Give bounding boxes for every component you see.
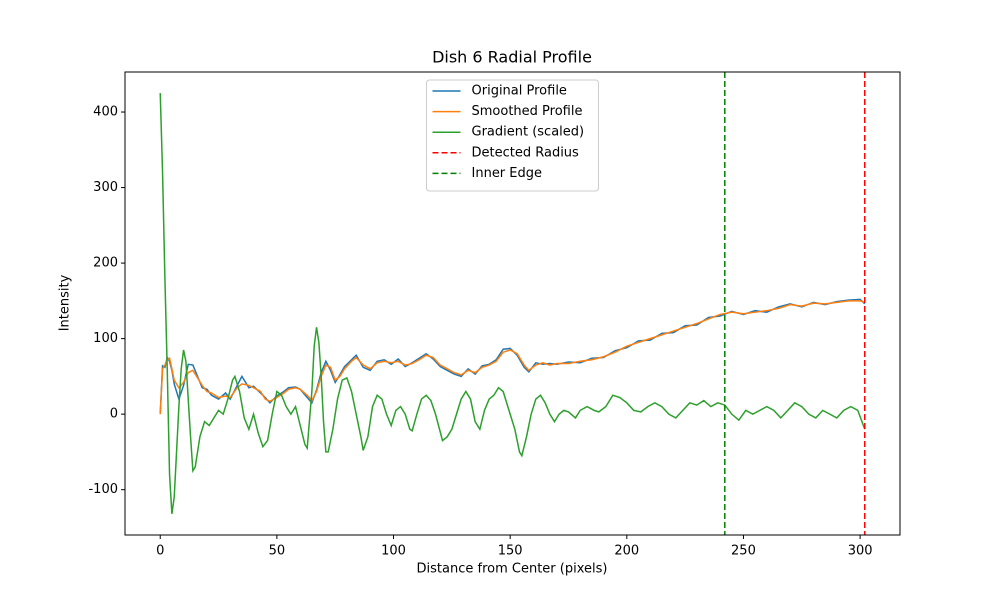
y-tick-label: 200 <box>93 256 118 271</box>
legend-label: Detected Radius <box>472 145 580 160</box>
legend-label: Inner Edge <box>472 166 543 181</box>
plot-frame <box>124 71 901 536</box>
x-tick-label: 150 <box>498 544 523 559</box>
legend-label: Original Profile <box>472 84 567 99</box>
legend-box <box>426 79 599 192</box>
y-axis-label: Intensity <box>58 274 73 331</box>
y-tick-label: 400 <box>93 105 118 120</box>
legend-label: Gradient (scaled) <box>472 125 585 140</box>
y-tick-label: 300 <box>93 180 118 195</box>
legend: Original Profile Smoothed Profile Gradient… <box>426 79 599 192</box>
x-tick-label: 250 <box>731 544 756 559</box>
chart-title: Dish 6 Radial Profile <box>432 48 592 67</box>
y-tick-label: 100 <box>93 331 118 346</box>
x-tick-label: 100 <box>381 544 406 559</box>
legend-label: Smoothed Profile <box>472 104 583 119</box>
x-tick-label: 200 <box>614 544 639 559</box>
y-tick-label: -100 <box>88 482 118 497</box>
x-axis-label: Distance from Center (pixels) <box>417 562 608 577</box>
x-tick-label: 0 <box>156 544 164 559</box>
x-tick-label: 300 <box>848 544 873 559</box>
x-tick-label: 50 <box>269 544 286 559</box>
line-series <box>159 300 866 415</box>
line-series <box>159 93 866 514</box>
y-tick-label: 0 <box>110 407 118 422</box>
